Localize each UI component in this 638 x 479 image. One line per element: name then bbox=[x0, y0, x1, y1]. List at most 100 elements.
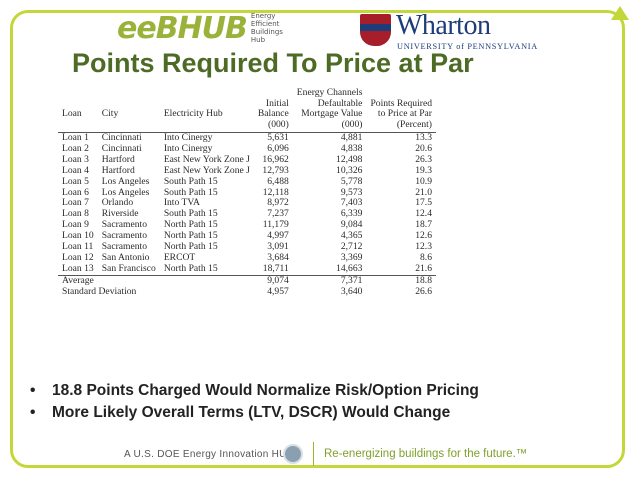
penn-shield-icon bbox=[360, 14, 391, 46]
cell-balance: 5,631 bbox=[267, 132, 289, 143]
cell-balance: 3,684 bbox=[267, 251, 289, 263]
cell-loan: Loan 12 bbox=[62, 251, 94, 263]
cell-loan: Loan 4 bbox=[62, 164, 89, 176]
cell-loan: Loan 8 bbox=[62, 208, 89, 220]
eebhub-sub-line: Efficient bbox=[250, 20, 280, 28]
cell-hub: North Path 15 bbox=[163, 241, 218, 253]
header-balance-line2: Balance bbox=[257, 108, 289, 119]
cell-balance: 16,962 bbox=[262, 153, 289, 165]
cell-mortgage: 9,084 bbox=[340, 219, 363, 231]
summary-mortgage: 7,371 bbox=[340, 274, 363, 286]
cell-mortgage: 9,573 bbox=[340, 186, 363, 198]
table-row: Loan 7 Orlando Into TVA 8,972 7,403 17.5 bbox=[58, 198, 436, 209]
cell-hub: South Path 15 bbox=[163, 208, 218, 220]
cell-points: 26.3 bbox=[415, 153, 432, 165]
header-points-line1: Points Required bbox=[370, 97, 432, 109]
cell-loan: Loan 1 bbox=[62, 132, 89, 143]
cell-balance: 7,237 bbox=[267, 208, 289, 220]
bullet-item: • 18.8 Points Charged Would Normalize Ris… bbox=[30, 380, 479, 402]
header-mortgage-line1: Energy Channels bbox=[296, 87, 363, 98]
cell-hub: South Path 15 bbox=[163, 186, 218, 198]
summary-points: 18.8 bbox=[415, 274, 432, 286]
cell-loan: Loan 3 bbox=[62, 153, 89, 165]
slide-title: Points Required To Price at Par bbox=[72, 48, 474, 78]
summary-points: 26.6 bbox=[415, 285, 432, 297]
cell-balance: 8,972 bbox=[267, 197, 289, 209]
cell-mortgage: 10,326 bbox=[336, 164, 363, 176]
cell-mortgage: 2,712 bbox=[340, 241, 363, 253]
footer-tagline: Re-energizing buildings for the future.™ bbox=[324, 448, 528, 460]
cell-points: 20.6 bbox=[415, 142, 432, 154]
cell-points: 17.5 bbox=[415, 197, 432, 209]
cell-loan: Loan 13 bbox=[58, 263, 98, 276]
wharton-subtitle: UNIVERSITY of PENNSYLVANIA bbox=[397, 42, 538, 51]
bullet-dot-icon: • bbox=[30, 404, 36, 421]
cell-loan: Loan 2 bbox=[62, 142, 89, 154]
table-row: Loan 10 Sacramento North Path 15 4,997 4,365… bbox=[58, 230, 436, 242]
cell-loan: Loan 9 bbox=[62, 219, 89, 231]
eebhub-wordmark: eeBHUB bbox=[117, 11, 248, 46]
header-points-line2: to Price at Par bbox=[377, 108, 432, 119]
summary-mortgage: 3,640 bbox=[340, 285, 363, 297]
cell-city: Los Angeles bbox=[101, 186, 150, 198]
cell-hub: East New York Zone J bbox=[163, 164, 250, 176]
cell-points: 19.3 bbox=[415, 164, 432, 176]
summary-balance: 4,957 bbox=[267, 285, 289, 297]
cell-balance: 12,118 bbox=[262, 186, 289, 198]
cell-points: 13.3 bbox=[415, 132, 432, 143]
cell-hub: North Path 15 bbox=[163, 230, 218, 242]
cell-balance: 6,488 bbox=[267, 175, 289, 187]
cell-mortgage: 12,498 bbox=[336, 153, 363, 165]
cell-hub: Into Cinergy bbox=[163, 132, 213, 143]
footer-divider bbox=[313, 442, 314, 466]
cell-hub: North Path 15 bbox=[159, 263, 254, 276]
cell-mortgage: 14,663 bbox=[292, 263, 367, 276]
cell-hub: North Path 15 bbox=[163, 219, 218, 231]
cell-city: Cincinnati bbox=[101, 132, 142, 143]
table-row: Loan 4 Hartford East New York Zone J 12,793… bbox=[58, 164, 436, 177]
doe-seal-icon bbox=[283, 444, 303, 464]
eebhub-sub-line: Hub bbox=[250, 36, 266, 44]
cell-mortgage: 4,365 bbox=[340, 230, 363, 242]
cell-loan: Loan 5 bbox=[62, 175, 89, 187]
wharton-logo: Wharton UNIVERSITY of PENNSYLVANIA bbox=[360, 10, 537, 52]
cell-hub: Into Cinergy bbox=[163, 142, 213, 154]
eebhub-sub-line: Buildings bbox=[250, 28, 283, 36]
eebhub-sub-line: Energy bbox=[250, 12, 276, 20]
cell-city: Sacramento bbox=[101, 241, 148, 253]
summary-row: Average 9,074 7,371 18.8 bbox=[58, 275, 436, 286]
cell-mortgage: 7,403 bbox=[340, 197, 363, 209]
table-row: Loan 5 Los Angeles South Path 15 6,488 5,778… bbox=[58, 175, 436, 188]
header-city: City bbox=[101, 108, 119, 119]
table-row: Loan 8 Riverside South Path 15 7,237 6,339 12… bbox=[58, 208, 436, 220]
eebhub-subtext: Energy Efficient Buildings Hub bbox=[251, 12, 283, 44]
table-row: Loan 3 Hartford East New York Zone J 16,962… bbox=[58, 153, 436, 166]
cell-balance: 6,096 bbox=[267, 142, 289, 154]
table-row: Loan 12 San Antonio ERCOT 3,684 3,369 8.6 bbox=[58, 251, 436, 264]
header-mortgage-line3: Mortgage Value bbox=[301, 108, 363, 119]
bullet-text: 18.8 Points Charged Would Normalize Risk… bbox=[52, 382, 479, 399]
summary-row: Standard Deviation 4,957 3,640 26.6 bbox=[58, 285, 436, 298]
header-mortgage-line4: (000) bbox=[292, 119, 367, 133]
eebhub-logo: eeBHUB Energy Efficient Buildings Hub bbox=[117, 12, 283, 50]
cell-mortgage: 3,369 bbox=[340, 251, 363, 263]
cell-loan: Loan 6 bbox=[62, 186, 89, 198]
table-row: Loan 9 Sacramento North Path 15 11,179 9,084… bbox=[58, 219, 436, 231]
header-loan: Loan bbox=[62, 108, 82, 119]
cell-mortgage: 5,778 bbox=[340, 175, 363, 187]
cell-balance: 11,179 bbox=[262, 219, 289, 231]
cell-hub: ERCOT bbox=[163, 251, 196, 263]
summary-label: Standard Deviation bbox=[62, 285, 137, 297]
cell-city: Hartford bbox=[101, 153, 135, 165]
wharton-name: Wharton bbox=[396, 10, 491, 41]
summary-balance: 9,074 bbox=[267, 274, 289, 286]
cell-city: Cincinnati bbox=[101, 142, 142, 154]
footer-bar: A U.S. DOE Energy Innovation HUB Re-ener… bbox=[0, 440, 638, 470]
table-row: Loan 2 Cincinnati Into Cinergy 6,096 4,838 20… bbox=[58, 142, 436, 155]
cell-points: 12.4 bbox=[415, 208, 432, 220]
cell-city: Sacramento bbox=[101, 219, 148, 231]
bullet-item: • More Likely Overall Terms (LTV, DSCR) W… bbox=[30, 402, 479, 424]
cell-points: 18.7 bbox=[415, 219, 432, 231]
bullet-list: • 18.8 Points Charged Would Normalize Ris… bbox=[30, 380, 479, 424]
bullet-text: More Likely Overall Terms (LTV, DSCR) Wo… bbox=[52, 404, 451, 421]
